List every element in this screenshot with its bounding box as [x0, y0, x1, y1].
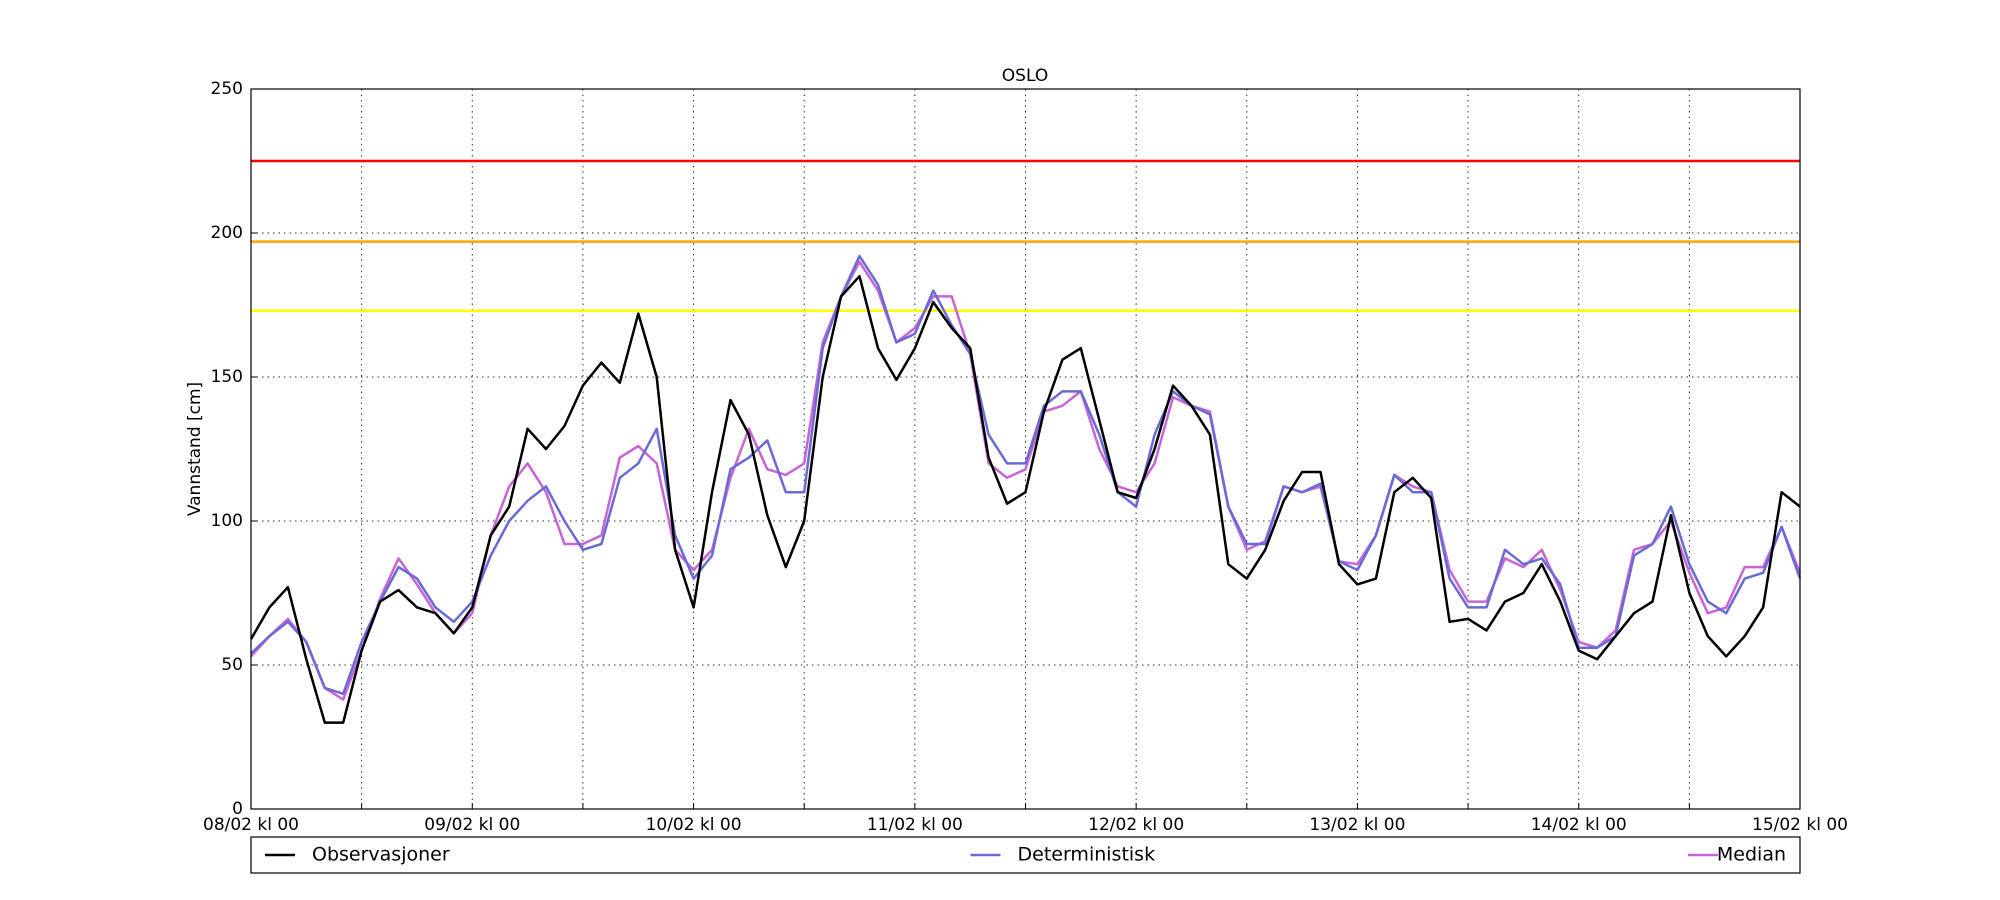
x-tick-label: 10/02 kl 00: [646, 815, 742, 835]
y-tick-label: 100: [211, 511, 243, 531]
legend-label: Observasjoner: [312, 844, 450, 866]
legend-label: Median: [1717, 844, 1786, 866]
legend-label: Deterministisk: [1018, 844, 1156, 866]
x-tick-label: 11/02 kl 00: [867, 815, 963, 835]
x-tick-label: 08/02 kl 00: [203, 815, 299, 835]
x-tick-label: 14/02 kl 00: [1531, 815, 1627, 835]
y-tick-label: 0: [232, 799, 243, 819]
y-tick-label: 50: [221, 655, 243, 675]
y-tick-label: 250: [211, 79, 243, 99]
x-tick-label: 12/02 kl 00: [1088, 815, 1184, 835]
x-tick-label: 13/02 kl 00: [1309, 815, 1405, 835]
legend-box: [250, 836, 1801, 874]
data-line: [250, 260, 1802, 701]
data-line: [250, 254, 1802, 696]
x-tick-label: 09/02 kl 00: [424, 815, 520, 835]
y-tick-label: 200: [211, 223, 243, 243]
plot-frame: [250, 88, 1801, 810]
x-tick-label: 15/02 kl 00: [1752, 815, 1848, 835]
y-tick-label: 150: [211, 367, 243, 387]
data-line: [249, 274, 1801, 724]
y-axis-label: Vannstand [cm]: [185, 382, 205, 516]
chart-title: OSLO: [1002, 66, 1048, 86]
